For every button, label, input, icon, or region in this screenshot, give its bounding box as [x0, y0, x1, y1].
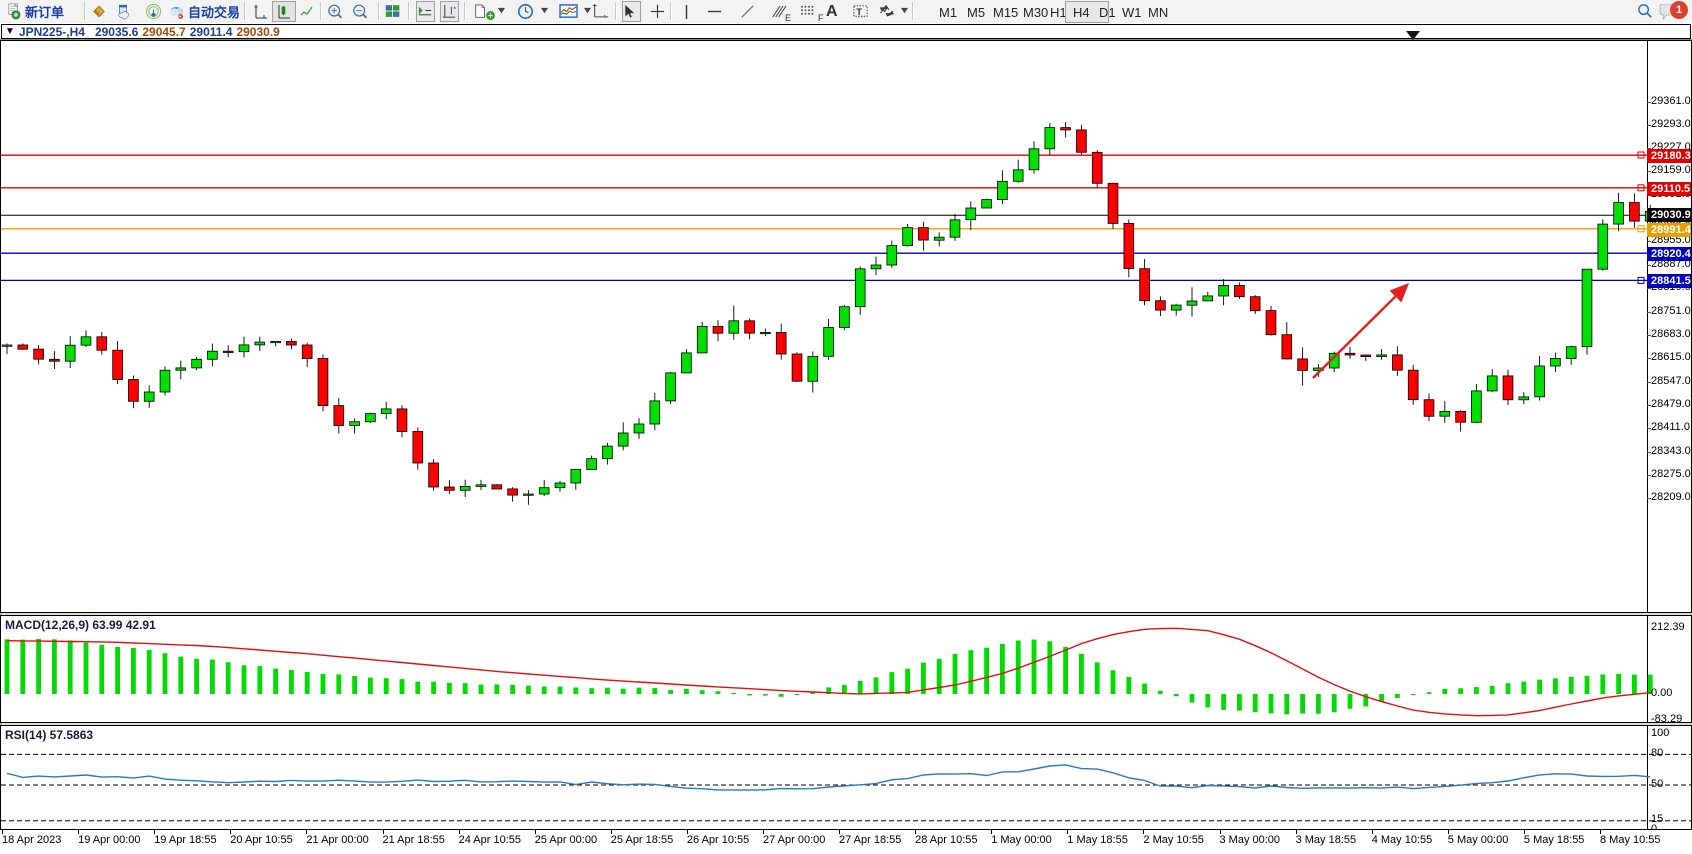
svg-text:T: T — [856, 7, 862, 18]
